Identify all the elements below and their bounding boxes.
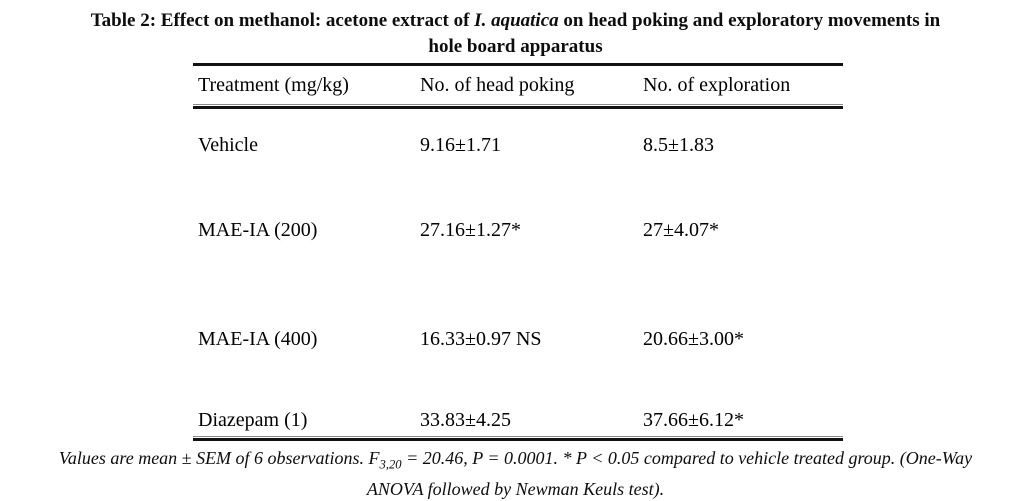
title-line1-suffix: on head poking and exploratory movements…	[558, 10, 941, 31]
paper-table-page: Table 2: Effect on methanol: acetone ext…	[0, 8, 1031, 501]
table-footnote: Values are mean ± SEM of 6 observations.…	[0, 446, 1031, 501]
title-line1-prefix: Table 2: Effect on methanol: acetone ext…	[90, 10, 475, 31]
title-species-name: I. aquatica	[474, 10, 559, 31]
table-row: Diazepam (1) 33.83±4.25 37.66±6.12*	[193, 384, 843, 436]
title-line2: hole board apparatus	[428, 36, 603, 57]
cell-exploration: 8.5±1.83	[643, 134, 714, 156]
header-bottom-rule	[193, 104, 843, 109]
page-title: Table 2: Effect on methanol: acetone ext…	[0, 8, 1031, 60]
table-row: MAE-IA (400) 16.33±0.97 NS 20.66±3.00*	[193, 303, 843, 384]
table-row: MAE-IA (200) 27.16±1.27* 27±4.07*	[193, 194, 843, 303]
column-header-exploration: No. of exploration	[643, 74, 791, 96]
table-top-rule	[193, 63, 843, 66]
cell-treatment: Vehicle	[198, 134, 258, 156]
footnote-line1-post: = 20.46, P = 0.0001. * P < 0.05 compared…	[401, 448, 973, 468]
cell-head-poking: 33.83±4.25	[420, 409, 511, 431]
column-header-head-poking: No. of head poking	[420, 74, 575, 96]
table-row: Vehicle 9.16±1.71 8.5±1.83	[193, 109, 843, 194]
cell-treatment: Diazepam (1)	[198, 409, 308, 431]
cell-head-poking: 16.33±0.97 NS	[420, 328, 542, 350]
table-header-row: Treatment (mg/kg) No. of head poking No.…	[193, 66, 843, 104]
results-table: Treatment (mg/kg) No. of head poking No.…	[193, 63, 843, 441]
footnote-line2: ANOVA followed by Newman Keuls test).	[366, 478, 665, 499]
cell-exploration: 37.66±6.12*	[643, 409, 744, 431]
cell-exploration: 20.66±3.00*	[643, 328, 744, 350]
column-header-treatment: Treatment (mg/kg)	[198, 74, 349, 96]
cell-head-poking: 9.16±1.71	[420, 134, 501, 156]
cell-head-poking: 27.16±1.27*	[420, 219, 521, 241]
footnote-line1-pre: Values are mean ± SEM of 6 observations.…	[58, 448, 380, 468]
footnote-f-subscript: 3,20	[379, 457, 402, 472]
cell-treatment: MAE-IA (400)	[198, 328, 318, 350]
cell-exploration: 27±4.07*	[643, 219, 719, 241]
cell-treatment: MAE-IA (200)	[198, 219, 318, 241]
table-bottom-rule	[193, 436, 843, 441]
